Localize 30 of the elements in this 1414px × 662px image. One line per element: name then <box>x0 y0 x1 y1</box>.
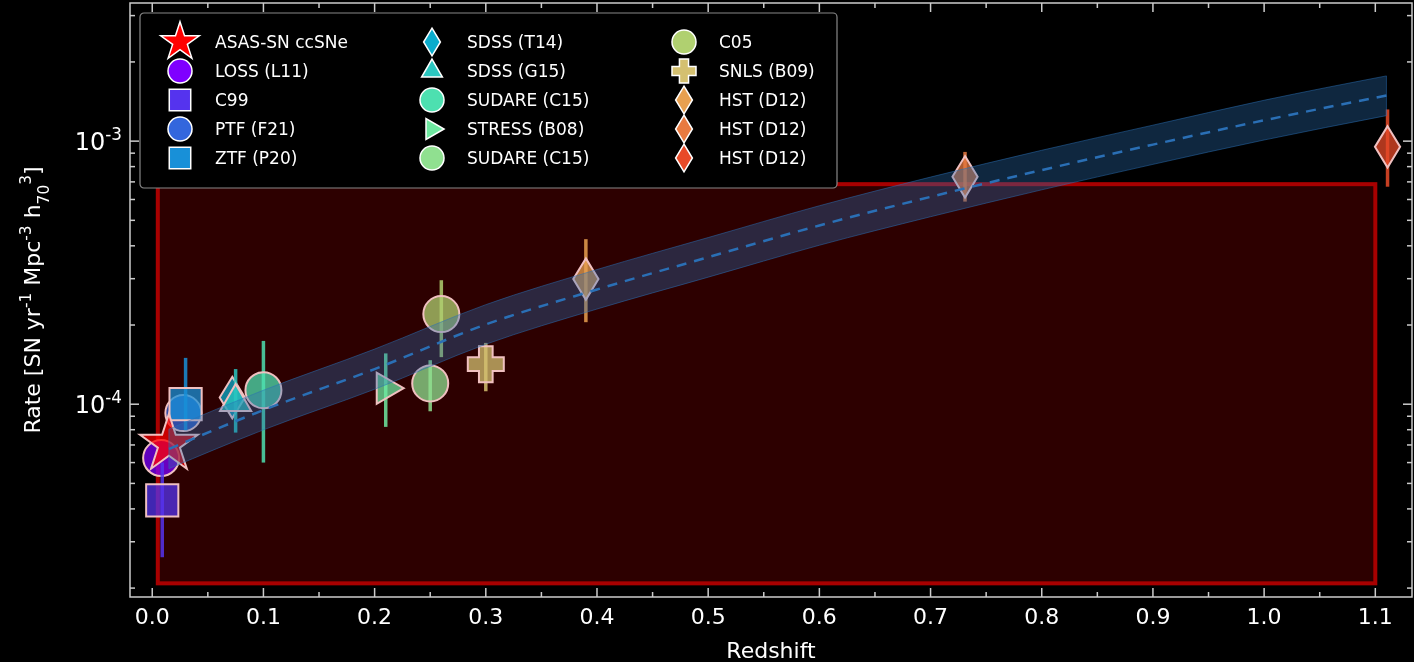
legend-label: C05 <box>719 32 753 52</box>
x-tick-label: 0.4 <box>579 604 615 629</box>
x-tick-label: 1.1 <box>1357 604 1393 629</box>
legend-label: SDSS (G15) <box>467 61 566 81</box>
x-tick-label: 0.7 <box>913 604 949 629</box>
legend-label: STRESS (B08) <box>467 119 585 139</box>
x-tick-label: 0.9 <box>1135 604 1171 629</box>
x-tick-label: 0.5 <box>690 604 726 629</box>
legend-label: SUDARE (C15) <box>467 148 590 168</box>
legend-label: HST (D12) <box>719 119 807 139</box>
legend-label: PTF (F21) <box>215 119 296 139</box>
legend-label: ASAS-SN ccSNe <box>215 32 348 52</box>
legend-label: LOSS (L11) <box>215 61 309 81</box>
x-tick-label: 0.8 <box>1024 604 1060 629</box>
y-tick-label: 10$^{-3}$ <box>74 124 122 157</box>
legend-label: ZTF (P20) <box>215 148 298 168</box>
x-axis-title: Redshift <box>726 638 817 662</box>
legend-label: C99 <box>215 90 249 110</box>
x-tick-label: 1.0 <box>1246 604 1282 629</box>
legend-label: SUDARE (C15) <box>467 90 590 110</box>
x-tick-label: 0.0 <box>134 604 170 629</box>
legend-label: HST (D12) <box>719 90 807 110</box>
legend-label: SNLS (B09) <box>719 61 815 81</box>
x-tick-label: 0.6 <box>801 604 837 629</box>
legend-label: SDSS (T14) <box>467 32 564 52</box>
x-tick-label: 0.3 <box>468 604 504 629</box>
y-tick-label: 10$^{-4}$ <box>74 387 122 420</box>
x-tick-label: 0.1 <box>245 604 281 629</box>
x-tick-label: 0.2 <box>357 604 393 629</box>
legend-label: HST (D12) <box>719 148 807 168</box>
